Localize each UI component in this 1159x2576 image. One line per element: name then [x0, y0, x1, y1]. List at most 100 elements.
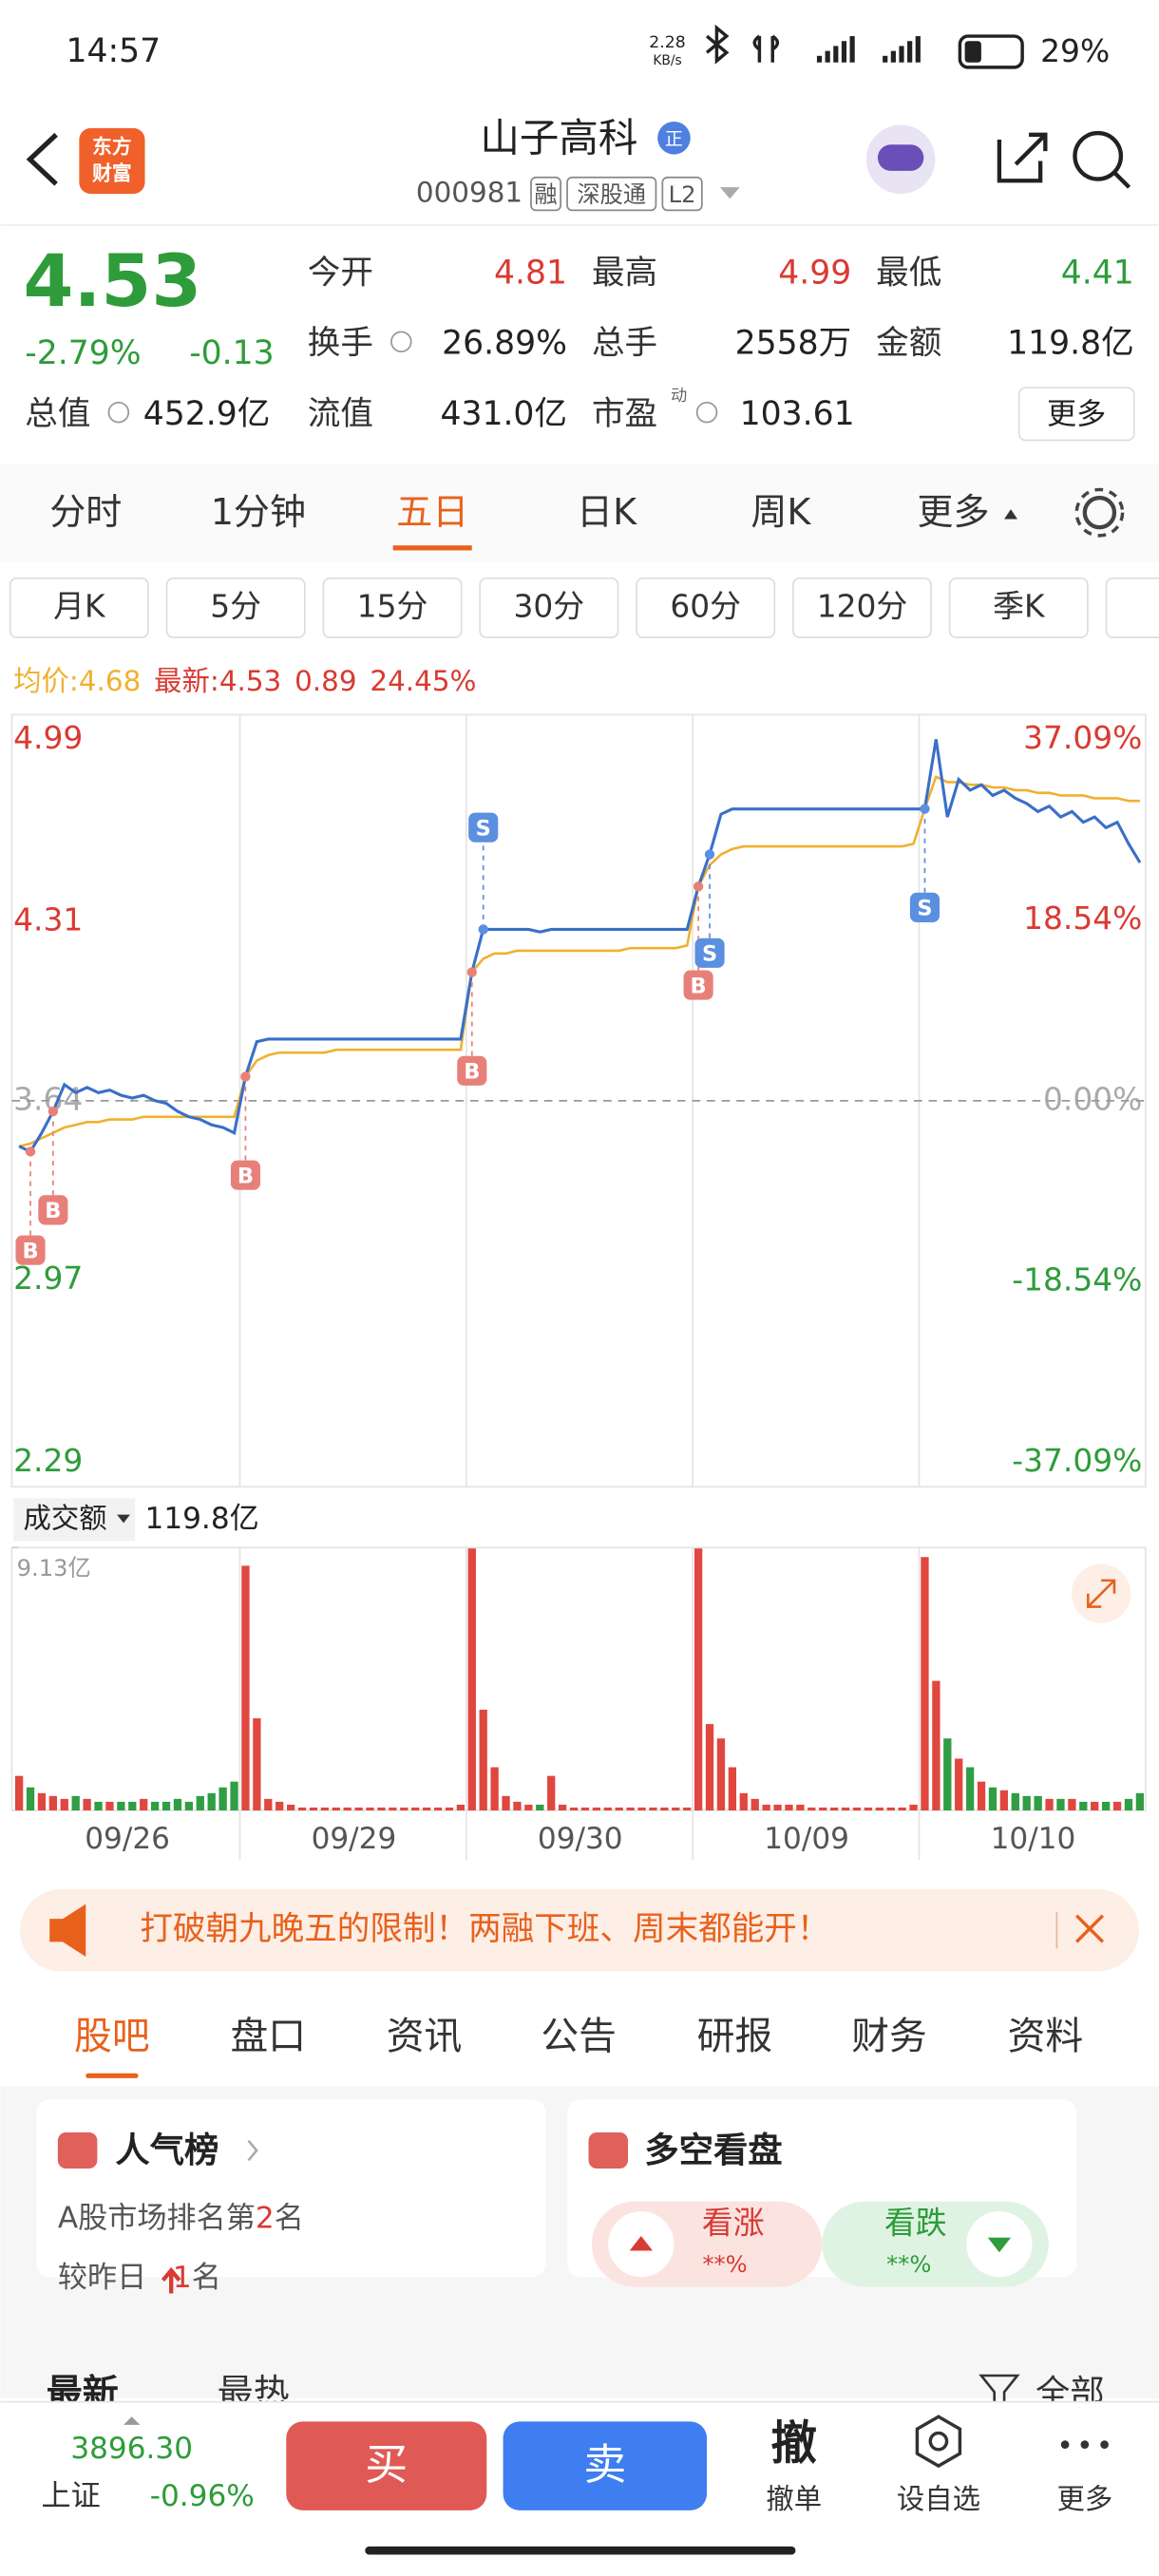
x-tick-label: 09/29	[312, 1822, 397, 1856]
volume-bar	[909, 1804, 918, 1811]
sell-button[interactable]	[503, 2421, 708, 2510]
stat-label: 总值	[25, 395, 90, 433]
volume-bar	[592, 1807, 601, 1811]
share-button[interactable]	[997, 132, 1048, 183]
stat-label: 市盈	[592, 395, 657, 433]
promo-banner[interactable]	[20, 1889, 1139, 1972]
tab[interactable]: 分时	[49, 491, 122, 533]
volume-bar	[694, 1548, 703, 1811]
net-speed-unit: KB/s	[653, 53, 681, 68]
volume-bar	[921, 1557, 929, 1811]
cancel-icon[interactable]: 撤	[771, 2416, 817, 2470]
tab-underline	[392, 545, 472, 551]
period-chip[interactable]	[479, 577, 619, 638]
banner-text[interactable]: 打破朝九晚五的限制！两融下班、周末都能开！	[140, 1910, 829, 1948]
period-chip[interactable]	[9, 577, 149, 638]
volume-bar	[773, 1804, 782, 1811]
info-icon	[390, 331, 412, 352]
tag-box	[566, 176, 657, 212]
period-label[interactable]: 5分	[210, 587, 261, 624]
period-label[interactable]: 15分	[357, 587, 428, 624]
stat-label: 最低	[876, 254, 941, 292]
trade-marker-label: S	[476, 816, 491, 841]
action-label[interactable]: 设自选	[897, 2483, 980, 2515]
y-tick-label: 2.29	[13, 1442, 83, 1479]
volume-selector[interactable]	[13, 1498, 136, 1542]
volume-bar	[513, 1801, 522, 1811]
section-tab[interactable]: 资讯	[387, 2015, 463, 2058]
tab[interactable]: 1分钟	[211, 491, 306, 533]
tag: L2	[669, 181, 696, 208]
rank-line: A股市场排名第2名	[58, 2202, 304, 2236]
text-part: 名	[192, 2261, 221, 2295]
period-chip[interactable]	[636, 577, 776, 638]
volume-bar	[1011, 1792, 1019, 1811]
action-label[interactable]: 撤单	[766, 2483, 822, 2515]
period-chip[interactable]	[948, 577, 1089, 638]
y2-tick-label: 18.54%	[1023, 900, 1142, 937]
more-label[interactable]: 更多	[1047, 398, 1106, 432]
trade-marker	[457, 1055, 487, 1086]
text-part: 0.89	[294, 664, 356, 696]
buy-button[interactable]	[286, 2421, 487, 2510]
stock-code: 000981	[416, 177, 522, 209]
trade-point	[466, 967, 477, 977]
volume-bar	[1135, 1792, 1145, 1811]
search-handle	[1112, 171, 1131, 189]
volume-frame	[10, 1546, 1147, 1811]
section-tab[interactable]: 财务	[851, 2015, 927, 2058]
volume-bar	[808, 1807, 816, 1811]
period-label[interactable]: 月K	[53, 587, 106, 624]
logo-text: 东方	[92, 136, 132, 159]
volume-bar	[105, 1801, 114, 1811]
period-chip[interactable]	[1105, 577, 1159, 638]
rank-card[interactable]	[36, 2099, 546, 2278]
banner-close[interactable]	[1074, 1914, 1105, 1943]
trade-marker-label: S	[702, 942, 717, 967]
section-tab[interactable]: 研报	[697, 2015, 773, 2058]
text-part: 24.45%	[370, 664, 476, 696]
section-tab[interactable]: 股吧	[74, 2015, 150, 2058]
tab[interactable]: 日K	[577, 491, 637, 533]
sell-label[interactable]: 卖	[583, 2439, 626, 2490]
period-chip[interactable]	[322, 577, 463, 638]
volume-bar	[128, 1801, 137, 1811]
section-tab[interactable]: 公告	[541, 2015, 617, 2058]
text-part: 较昨日	[58, 2261, 146, 2295]
volume-bar	[184, 1801, 194, 1811]
index-value[interactable]: 3896.30	[70, 2432, 193, 2466]
period-label[interactable]: 30分	[513, 587, 584, 624]
search-button[interactable]	[1073, 130, 1124, 181]
volume-bar	[140, 1798, 148, 1811]
period-chip[interactable]	[165, 577, 306, 638]
stat-label: 总手	[592, 325, 657, 363]
section-tab[interactable]: 资料	[1008, 2015, 1084, 2058]
tab[interactable]: 周K	[750, 491, 811, 533]
volume-bar	[1034, 1795, 1042, 1811]
trade-marker-label: S	[917, 897, 932, 921]
period-label[interactable]: 120分	[817, 587, 908, 624]
tab[interactable]: 更多	[917, 491, 989, 533]
settings-button[interactable]	[1082, 495, 1117, 530]
volume-bar	[988, 1787, 998, 1811]
text-part: 4.68	[79, 664, 141, 696]
volume-bar	[320, 1807, 330, 1811]
period-label[interactable]: 季K	[993, 587, 1046, 624]
buy-label[interactable]: 买	[365, 2439, 408, 2490]
period-chip[interactable]	[791, 577, 932, 638]
period-label[interactable]: 60分	[670, 587, 741, 624]
back-button[interactable]	[26, 132, 58, 186]
trade-marker-label: B	[45, 1199, 61, 1223]
tab[interactable]: 五日	[396, 491, 468, 533]
stat-value: 2558万	[735, 325, 852, 363]
signal-bar	[849, 36, 855, 63]
volume-bar	[218, 1787, 227, 1811]
watchlist-icon[interactable]	[915, 2415, 962, 2469]
stat-value: 4.81	[494, 254, 567, 292]
action-label[interactable]: 更多	[1056, 2483, 1112, 2515]
more-button[interactable]	[1017, 387, 1135, 442]
volume-label[interactable]: 成交额	[24, 1502, 107, 1534]
section-tab[interactable]: 盘口	[230, 2015, 306, 2058]
volume-bar	[241, 1565, 250, 1811]
